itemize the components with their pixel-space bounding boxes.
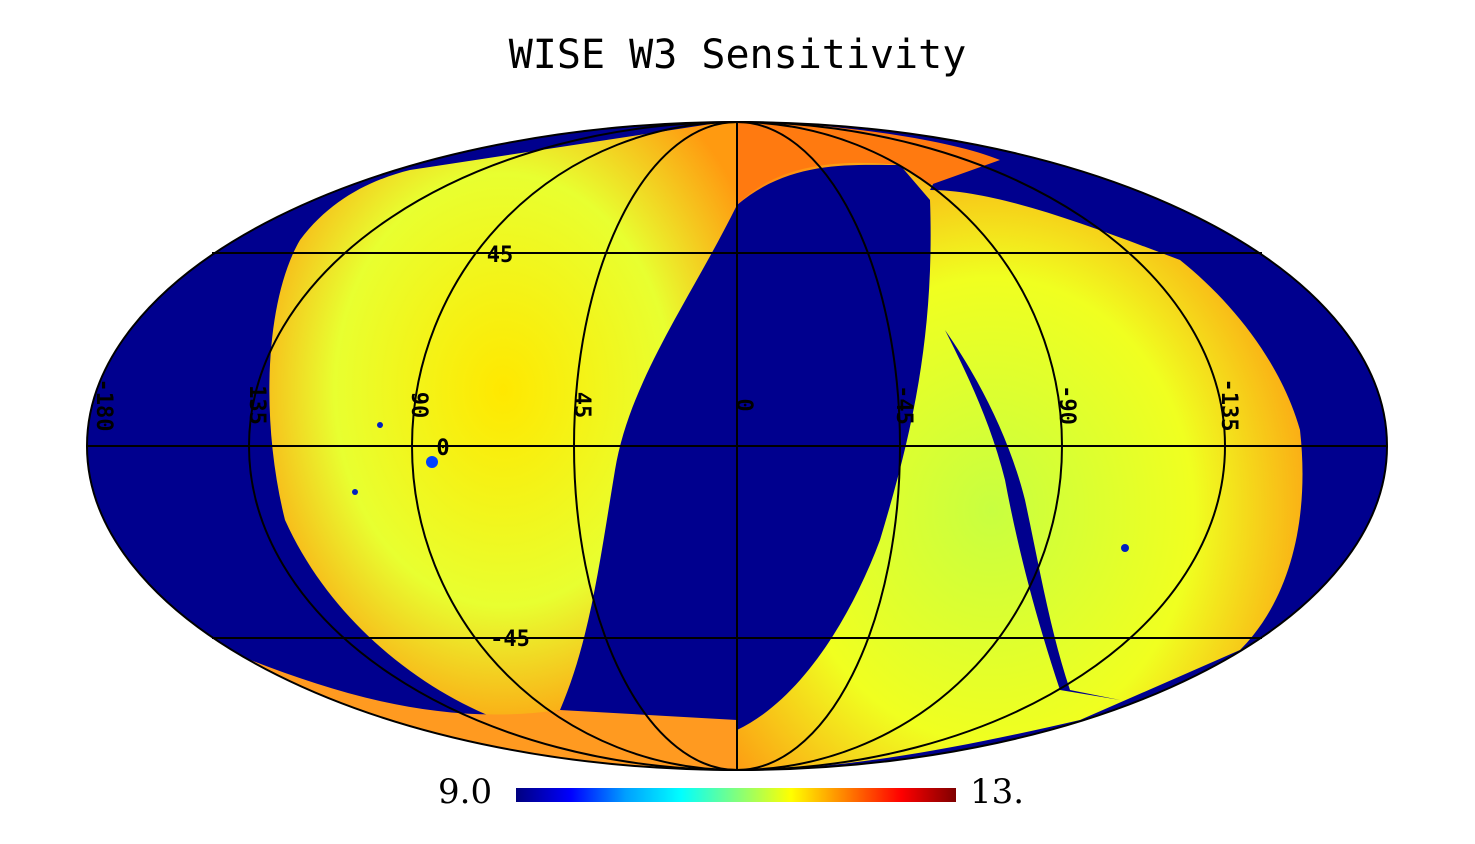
map-title: WISE W3 Sensitivity bbox=[508, 32, 967, 78]
latitude-labels: 45 0 -45 bbox=[436, 243, 530, 652]
coverage-band-top-right bbox=[737, 122, 1000, 205]
coverage-band-left bbox=[269, 122, 737, 720]
speckle bbox=[352, 489, 358, 495]
lon-label: 135 bbox=[244, 385, 269, 425]
lon-label: -180 bbox=[91, 379, 116, 432]
lon-label: -45 bbox=[891, 385, 916, 425]
low-coverage-stripe bbox=[945, 330, 1120, 700]
colorbar-max-label: 13. bbox=[970, 772, 1025, 812]
lon-label: 0 bbox=[731, 398, 756, 411]
lon-label: 45 bbox=[569, 392, 594, 419]
speckle bbox=[1121, 544, 1129, 552]
speckle bbox=[377, 422, 383, 428]
lon-label: 90 bbox=[406, 392, 431, 419]
lat-label: 0 bbox=[436, 436, 449, 461]
longitude-labels: -180 135 90 45 0 -45 -90 -135 bbox=[91, 379, 1241, 432]
colorbar-min-label: 9.0 bbox=[438, 772, 493, 812]
lat-label: -45 bbox=[490, 627, 530, 652]
sky-data-layer bbox=[87, 122, 1387, 770]
speckle bbox=[426, 456, 438, 468]
lon-label: -90 bbox=[1054, 385, 1079, 425]
graticule bbox=[86, 121, 1388, 771]
colorbar bbox=[516, 788, 956, 802]
lon-label: -135 bbox=[1216, 379, 1241, 432]
lat-label: 45 bbox=[487, 243, 514, 268]
